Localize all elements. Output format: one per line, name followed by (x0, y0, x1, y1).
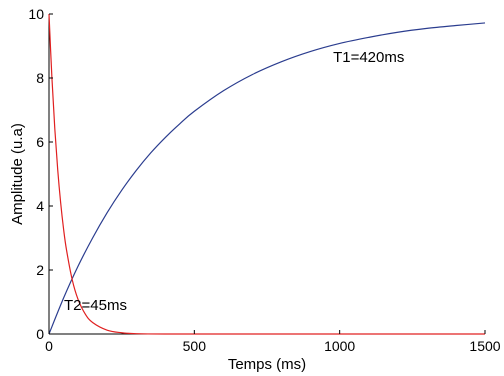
series-line-1 (48, 22, 486, 335)
y-tick-label: 6 (36, 134, 44, 150)
series-line-2 (48, 13, 485, 335)
x-tick-label: 1500 (469, 338, 500, 354)
annotation-label-1: T1=420ms (333, 49, 404, 66)
x-axis-label: Temps (ms) (228, 356, 306, 373)
y-tick-label: 10 (28, 6, 44, 22)
series-layer (48, 13, 486, 335)
y-tick-label: 0 (36, 326, 44, 342)
ticks-layer: 0 500 1000 1500 0 2 4 6 8 10 (28, 6, 500, 354)
y-tick-label: 2 (36, 262, 44, 278)
y-tick-label: 8 (36, 70, 44, 86)
y-tick-label: 4 (36, 198, 44, 214)
annotation-label-2: T2=45ms (64, 297, 127, 314)
plot-area (48, 14, 485, 335)
x-tick-label: 1000 (324, 338, 355, 354)
x-tick-label: 0 (45, 338, 53, 354)
annotations-layer: T1=420ms T2=45ms (64, 49, 404, 314)
y-axis-label: Amplitude (u.a) (9, 123, 26, 225)
plot-background (49, 14, 485, 334)
x-tick-label: 500 (183, 338, 207, 354)
